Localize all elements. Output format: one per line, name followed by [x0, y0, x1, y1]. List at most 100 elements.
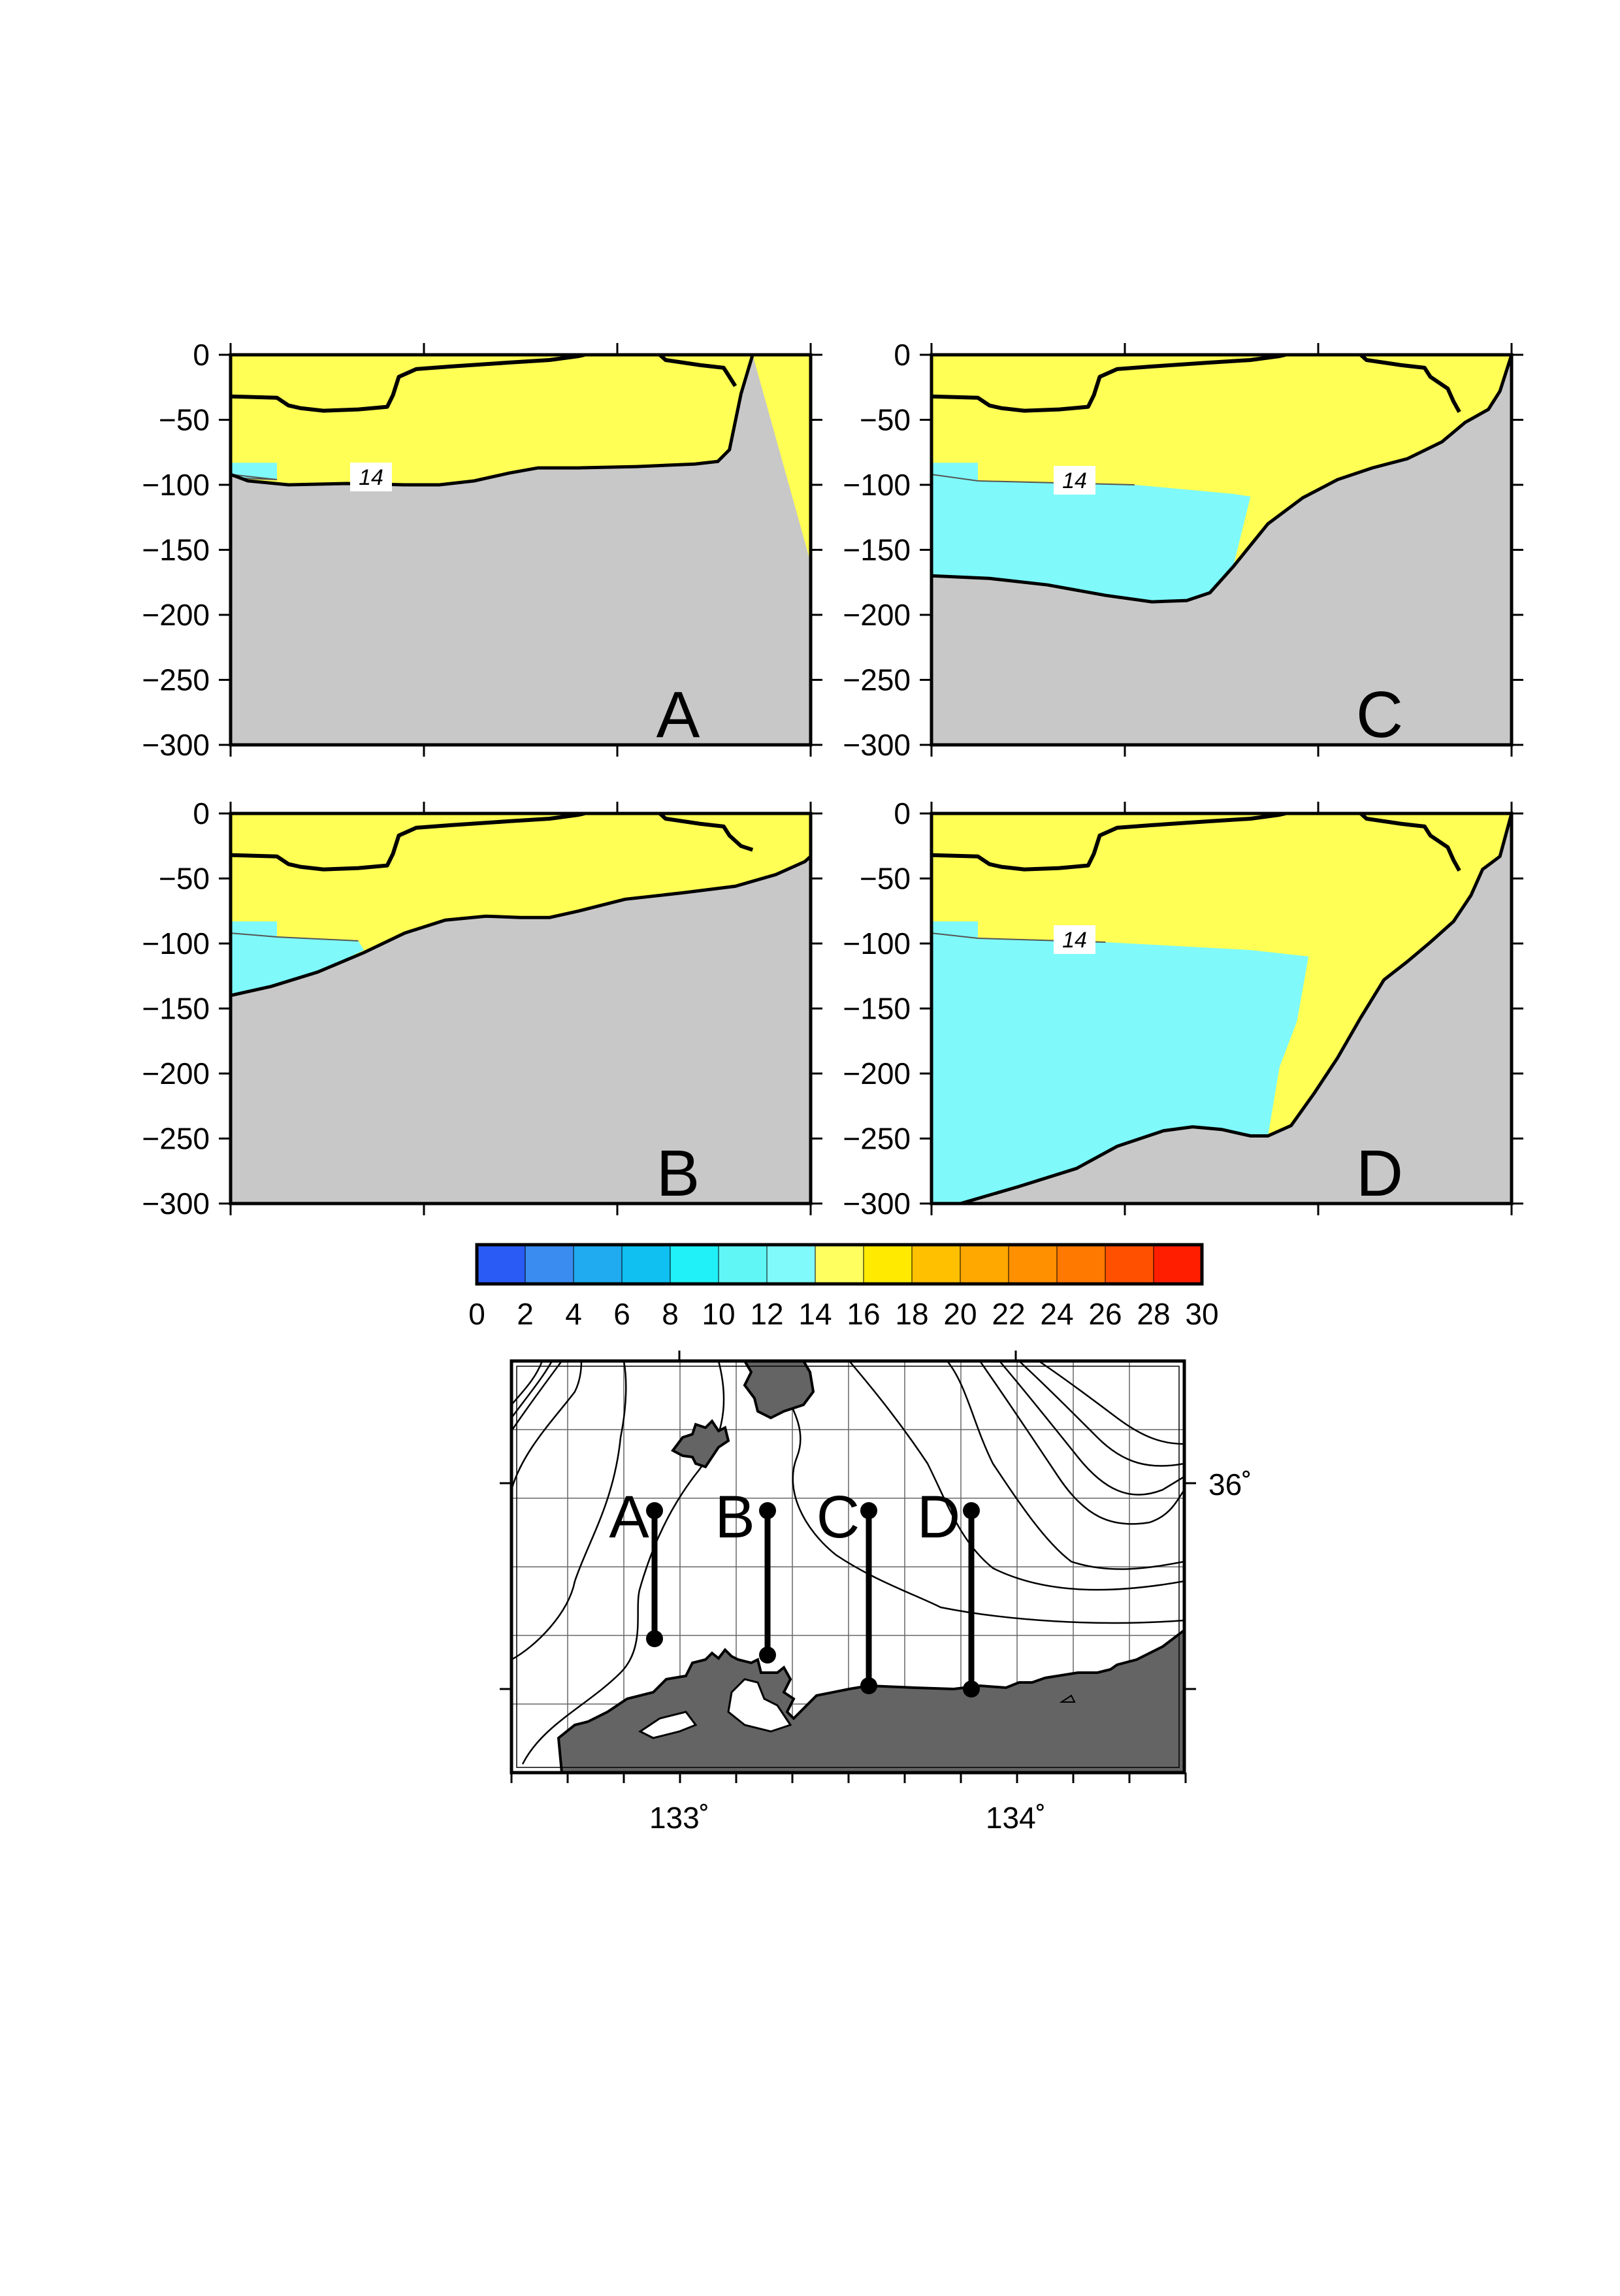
seafloor-line [932, 813, 1512, 1204]
y-tick-label: −300 [843, 1187, 911, 1221]
surface-contour-right [658, 813, 754, 852]
colorbar-tick-label: 22 [992, 1297, 1025, 1331]
y-tick-label: −250 [142, 1122, 210, 1156]
colorbar-swatch [960, 1244, 1009, 1285]
depth-contour [849, 1361, 1184, 1591]
y-tick-label: −300 [142, 728, 210, 762]
colorbar-swatch [525, 1244, 574, 1285]
y-tick-label: 0 [193, 796, 210, 830]
surface-contour [932, 355, 1286, 413]
colorbar-tick-label: 0 [468, 1297, 485, 1331]
y-tick-label: −100 [142, 468, 210, 502]
y-tick-label: −250 [843, 663, 911, 697]
panel-label-c: C [1356, 678, 1403, 751]
surface-contour-right [1359, 813, 1461, 872]
y-tick-label: −100 [142, 927, 210, 960]
panel-label-d: D [1356, 1137, 1403, 1210]
seafloor-line [231, 854, 811, 998]
depth-contour [1038, 1361, 1184, 1445]
transect-label-c: C [817, 1484, 860, 1550]
y-tick-label: −50 [159, 862, 210, 896]
y-tick-label: −100 [843, 468, 911, 502]
depth-contour [511, 1361, 627, 1661]
temperature-colorbar: 0 2 4 6 8 10 12 14 16 18 20 22 24 26 28 30 [468, 1243, 1219, 1331]
map-area [511, 1361, 1184, 1773]
transect-end-point [759, 1647, 776, 1664]
colorbar-tick-label: 12 [750, 1297, 783, 1331]
colorbar-tick-label: 28 [1137, 1297, 1170, 1331]
colorbar-swatch [815, 1244, 864, 1285]
panel-plot-area [932, 813, 1512, 1204]
colorbar-tick-label: 2 [517, 1297, 534, 1331]
colorbar-swatch [718, 1244, 768, 1285]
y-tick-label: −150 [843, 533, 911, 567]
transect-label-b: B [715, 1484, 754, 1550]
transect-end-point [646, 1630, 663, 1647]
contour-label-14: 14 [359, 465, 383, 490]
colorbar-tick-label: 30 [1185, 1297, 1218, 1331]
transect-end-point [860, 1677, 877, 1694]
surface-contour [231, 813, 585, 872]
y-tick-label: −300 [142, 1187, 210, 1221]
colorbar-swatch [1105, 1244, 1154, 1285]
colorbar-swatch [766, 1244, 816, 1285]
y-tick-label: −150 [142, 992, 210, 1026]
map-lon-label: 133˚ [649, 1801, 709, 1835]
seafloor-line [932, 355, 1512, 604]
transect-label-d: D [917, 1484, 960, 1550]
depth-contour [770, 1361, 1184, 1624]
colorbar-tick-label: 26 [1088, 1297, 1122, 1331]
colorbar-tick-label: 10 [702, 1297, 735, 1331]
y-tick-label: 0 [894, 338, 911, 372]
panel-label-b: B [656, 1137, 700, 1210]
colorbar-swatch [911, 1244, 961, 1285]
seafloor-line [231, 355, 754, 487]
cold-water-area [932, 463, 1251, 602]
panel-label-a: A [656, 678, 700, 751]
surface-contour [932, 813, 1286, 872]
seafloor-area [932, 813, 1512, 1204]
panel-d: 14 0 −50 −100 −150 −200 −250 −300 D [843, 796, 1523, 1221]
land-islet [1059, 1694, 1076, 1703]
isotherm-14-line [231, 474, 278, 480]
colorbar-frame [475, 1243, 1204, 1286]
land-island-oki [671, 1419, 730, 1469]
y-tick-label: −300 [843, 728, 911, 762]
depth-contour [979, 1361, 1184, 1525]
bay [727, 1678, 792, 1733]
colorbar-tick-label: 6 [613, 1297, 630, 1331]
depth-contour [511, 1361, 563, 1432]
panel-b: 0 −50 −100 −150 −200 −250 −300 B [142, 796, 822, 1221]
y-tick-label: 0 [193, 338, 210, 372]
map-lat-label: 36˚ [1208, 1468, 1252, 1501]
transect-label-a: A [609, 1484, 649, 1550]
y-tick-label: −250 [843, 1122, 911, 1156]
land-island-north [743, 1361, 815, 1420]
colorbar-swatch [670, 1244, 719, 1285]
colorbar-tick-label: 20 [943, 1297, 977, 1331]
transect-end-point [963, 1681, 980, 1697]
y-tick-label: −150 [843, 992, 911, 1026]
seafloor-area [231, 355, 811, 745]
panel-plot-area [231, 813, 811, 1204]
map-lon-label: 134˚ [986, 1801, 1046, 1835]
panel-c: 14 0 −50 −100 −150 −200 −250 −300 C [843, 338, 1523, 762]
y-tick-label: −100 [843, 927, 911, 960]
transect-a: A [609, 1484, 663, 1647]
contour-label-box [350, 463, 392, 491]
surface-contour [231, 355, 585, 413]
surface-contour-right [1359, 355, 1461, 414]
y-tick-label: 0 [894, 796, 911, 830]
surface-contour-right [658, 355, 737, 387]
depth-contour [999, 1361, 1184, 1496]
colorbar-tick-label: 4 [565, 1297, 582, 1331]
seafloor-area [932, 355, 1512, 745]
y-tick-label: −200 [843, 1057, 911, 1091]
cross-section-panels: 14 0 −50 −100 −150 −200 −250 −300 A 0 −50 −100 −150 −… [142, 338, 1523, 1221]
lake [638, 1711, 698, 1739]
transect-d: D [917, 1484, 980, 1697]
colorbar-swatch [1056, 1244, 1106, 1285]
colorbar-swatch [621, 1244, 671, 1285]
y-tick-label: −50 [159, 403, 210, 437]
